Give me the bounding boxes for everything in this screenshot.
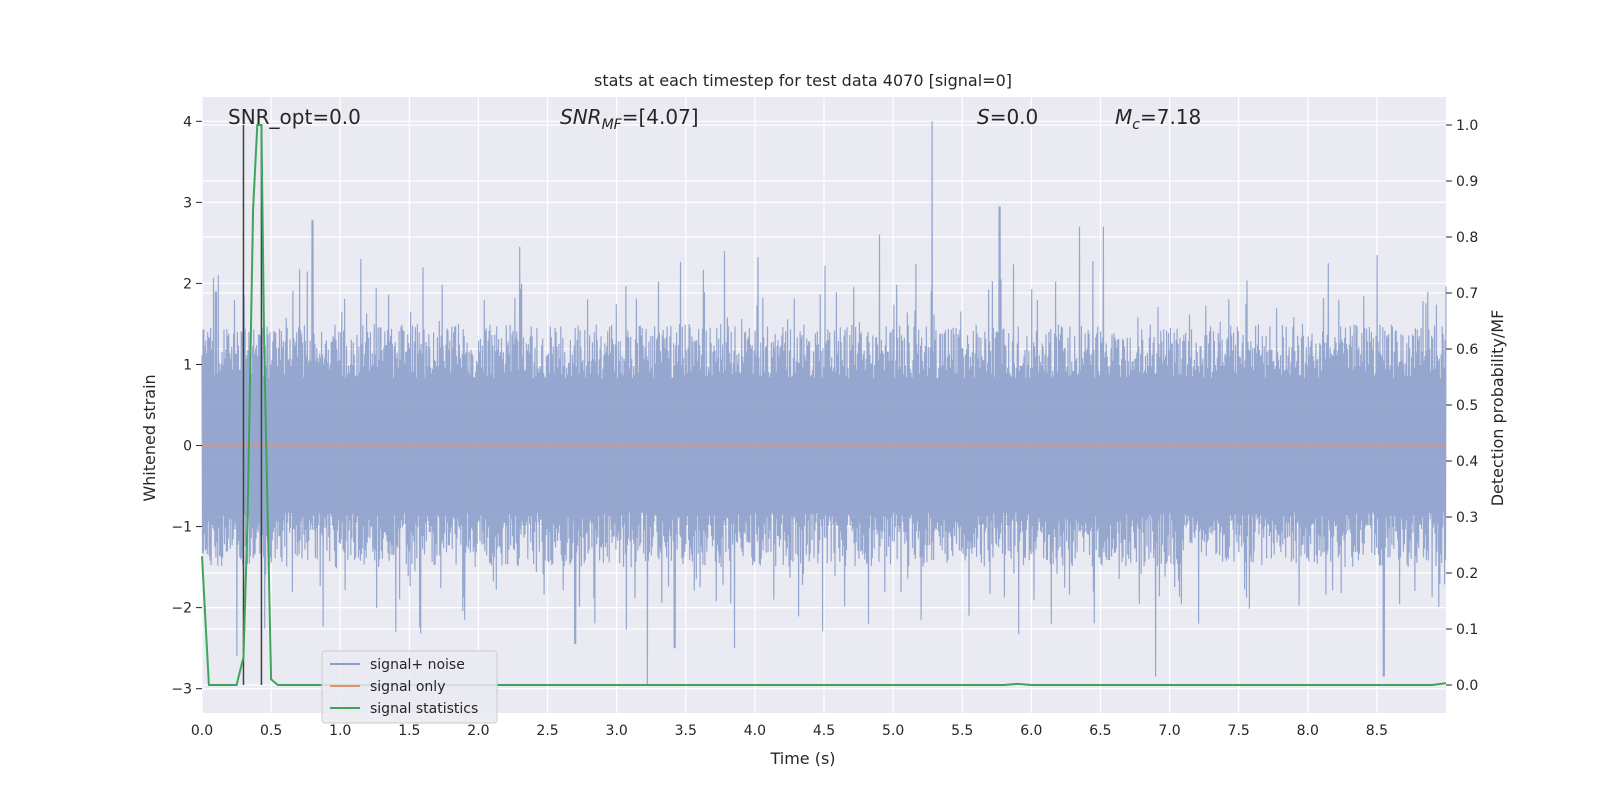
y-tick-label-right: 0.0 bbox=[1456, 678, 1478, 694]
x-tick-label: 7.0 bbox=[1158, 723, 1180, 739]
y-tick-label-right: 0.6 bbox=[1456, 342, 1478, 358]
y-tick-label-right: 0.4 bbox=[1456, 454, 1478, 470]
snr-mf-subscript: MF bbox=[602, 117, 623, 133]
y-tick-label-right: 0.8 bbox=[1456, 230, 1478, 246]
y-tick-label-left: 1 bbox=[183, 357, 192, 373]
s-value: =0.0 bbox=[990, 105, 1039, 129]
x-tick-label: 6.5 bbox=[1089, 723, 1111, 739]
s-symbol: S bbox=[977, 105, 990, 129]
x-tick-label: 2.5 bbox=[536, 723, 558, 739]
mc-subscript: c bbox=[1132, 117, 1140, 133]
annotation-s: S=0.0 bbox=[977, 105, 1038, 129]
snr-mf-main: SNR bbox=[560, 105, 602, 129]
signal-statistics-line bbox=[201, 124, 1447, 686]
x-tick-label: 4.5 bbox=[813, 723, 835, 739]
x-tick-label: 3.0 bbox=[606, 723, 628, 739]
y-tick-label-right: 1.0 bbox=[1456, 118, 1478, 134]
y-tick-label-right: 0.1 bbox=[1456, 622, 1478, 638]
axis-ticks: 0.0 0.5 1.0 1.5 2.0 2.5 3.0 3.5 4.0 4.5 5.0 5.5 6.0 6… bbox=[171, 114, 1478, 739]
y-tick-label-right: 0.2 bbox=[1456, 566, 1478, 582]
y-tick-label-left: −1 bbox=[171, 520, 192, 536]
signal-noise-series bbox=[201, 121, 1447, 685]
legend: signal+ noise signal only signal statist… bbox=[321, 650, 498, 724]
x-tick-label: 4.0 bbox=[744, 723, 766, 739]
y-tick-label-right: 0.3 bbox=[1456, 510, 1478, 526]
legend-label-signal-statistics: signal statistics bbox=[370, 701, 478, 717]
y-axis-right-label: Detection probability/MF bbox=[1488, 310, 1507, 507]
x-tick-label: 8.5 bbox=[1366, 723, 1388, 739]
x-tick-label: 6.0 bbox=[1020, 723, 1042, 739]
y-tick-label-left: 0 bbox=[183, 439, 192, 455]
y-tick-label-left: 3 bbox=[183, 195, 192, 211]
legend-box bbox=[321, 650, 498, 724]
x-tick-label: 5.0 bbox=[882, 723, 904, 739]
legend-label-signal-only: signal only bbox=[370, 679, 445, 695]
y-tick-label-right: 0.7 bbox=[1456, 286, 1478, 302]
x-tick-label: 0.0 bbox=[191, 723, 213, 739]
x-tick-label: 7.5 bbox=[1228, 723, 1250, 739]
mc-value: =7.18 bbox=[1140, 105, 1201, 129]
x-tick-label: 2.0 bbox=[467, 723, 489, 739]
y-tick-label-left: 2 bbox=[183, 276, 192, 292]
annotation-mc: Mc=7.18 bbox=[1115, 105, 1201, 133]
x-tick-label: 1.5 bbox=[398, 723, 420, 739]
signal-noise-line bbox=[201, 121, 1447, 685]
x-tick-label: 8.0 bbox=[1297, 723, 1319, 739]
y-axis-left-label: Whitened strain bbox=[140, 374, 159, 501]
line-series bbox=[201, 124, 1447, 686]
y-tick-label-left: −2 bbox=[171, 601, 192, 617]
y-tick-label-right: 0.5 bbox=[1456, 398, 1478, 414]
x-tick-label: 1.0 bbox=[329, 723, 351, 739]
annotation-snr-mf: SNRMF=[4.07] bbox=[560, 105, 699, 133]
y-tick-label-left: −3 bbox=[171, 682, 192, 698]
x-axis-label: Time (s) bbox=[769, 749, 835, 768]
y-tick-label-right: 0.9 bbox=[1456, 174, 1478, 190]
x-tick-label: 5.5 bbox=[951, 723, 973, 739]
x-tick-label: 3.5 bbox=[675, 723, 697, 739]
x-tick-label: 0.5 bbox=[260, 723, 282, 739]
chart-title: stats at each timestep for test data 407… bbox=[594, 71, 1012, 90]
annotation-snr-opt: SNR_opt=0.0 bbox=[228, 105, 361, 129]
snr-mf-value: =[4.07] bbox=[622, 105, 699, 129]
mc-main: M bbox=[1115, 105, 1132, 129]
legend-label-signal-noise: signal+ noise bbox=[370, 657, 465, 673]
y-tick-label-left: 4 bbox=[183, 114, 192, 130]
